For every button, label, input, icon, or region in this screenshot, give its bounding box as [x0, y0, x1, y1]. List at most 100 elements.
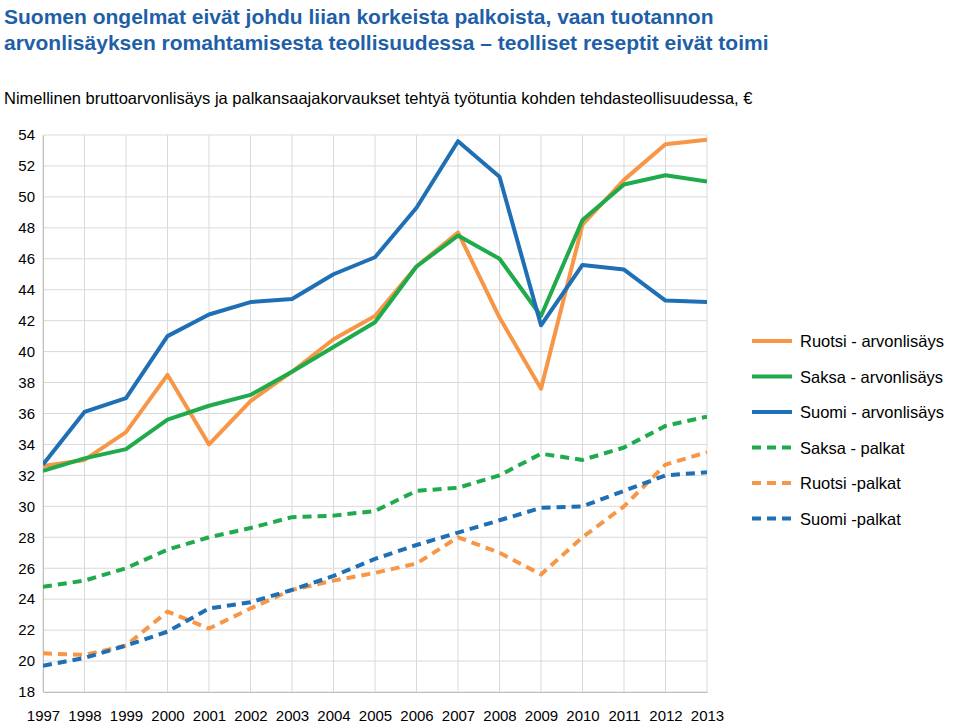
y-tick: 42 — [18, 312, 43, 329]
y-tick: 26 — [18, 560, 43, 577]
grid-line — [416, 135, 417, 692]
grid-line — [126, 135, 127, 692]
title-group: Suomen ongelmat eivät johdu liian korkei… — [4, 5, 768, 54]
y-axis-line — [43, 136, 44, 693]
x-tick-label: 2005 — [359, 707, 392, 724]
y-tick: 18 — [18, 683, 43, 700]
x-tick: 1997 — [27, 692, 60, 724]
x-tick: 2005 — [359, 692, 392, 724]
x-tick-label: 1998 — [68, 707, 101, 724]
x-tick-label: 2013 — [691, 707, 724, 724]
grid — [43, 135, 707, 692]
subtitle: Nimellinen bruttoarvonlisäys ja palkansa… — [4, 89, 752, 107]
y-tick: 22 — [18, 621, 43, 638]
grid-line — [665, 135, 666, 692]
legend-swatch — [752, 375, 792, 379]
x-tick-label: 2009 — [525, 707, 558, 724]
x-tick-label: 2011 — [608, 707, 640, 724]
y-tick-label: 30 — [18, 498, 35, 515]
y-tick: 48 — [18, 219, 43, 236]
grid-line — [292, 135, 293, 692]
legend-swatch — [752, 446, 792, 450]
y-tick-label: 20 — [18, 652, 35, 669]
grid-line — [624, 135, 625, 692]
x-tick-label: 2012 — [649, 707, 682, 724]
y-tick-label: 44 — [18, 281, 35, 298]
x-tick: 2001 — [193, 692, 226, 724]
x-axis: 1997199819992000200120022003200420052006… — [27, 692, 724, 724]
x-tick-label: 2006 — [400, 707, 433, 724]
x-tick: 2007 — [442, 692, 475, 724]
grid-line — [499, 135, 500, 692]
series-line — [43, 417, 707, 587]
x-tick-label: 2000 — [151, 707, 184, 724]
y-tick-label: 48 — [18, 219, 35, 236]
y-tick-label: 22 — [18, 621, 35, 638]
grid-line — [333, 135, 334, 692]
y-tick-label: 36 — [18, 405, 35, 422]
title: Suomen ongelmat eivät johdu liian korkei… — [4, 5, 713, 28]
x-tick: 2008 — [483, 692, 516, 724]
x-tick: 2006 — [400, 692, 433, 724]
title: arvonlisäyksen romahtamisesta teollisuud… — [4, 31, 768, 54]
y-tick: 52 — [18, 157, 43, 174]
y-tick-label: 26 — [18, 560, 35, 577]
y-tick: 32 — [18, 467, 43, 484]
y-tick: 24 — [18, 590, 43, 607]
y-tick-label: 40 — [18, 343, 35, 360]
lines — [43, 140, 707, 666]
y-tick-label: 28 — [18, 529, 35, 546]
series-line — [43, 175, 707, 471]
x-tick-label: 2010 — [566, 707, 599, 724]
x-tick: 1999 — [110, 692, 143, 724]
y-tick: 28 — [18, 529, 43, 546]
y-tick: 30 — [18, 498, 43, 515]
y-tick-label: 38 — [18, 374, 35, 391]
y-tick-label: 42 — [18, 312, 35, 329]
legend-swatch — [752, 517, 792, 521]
y-tick: 54 — [18, 126, 43, 143]
y-tick: 40 — [18, 343, 43, 360]
y-tick: 38 — [18, 374, 43, 391]
series-line — [43, 141, 707, 464]
legend-label: Saksa - palkat — [800, 439, 905, 457]
y-tick: 50 — [18, 188, 43, 205]
grid-line — [541, 135, 542, 692]
legend-swatch — [752, 410, 792, 414]
x-tick: 2004 — [317, 692, 350, 724]
legend-label: Ruotsi - arvonlisäys — [800, 332, 944, 350]
legend: Ruotsi - arvonlisäys Saksa - arvonlisäys S… — [752, 332, 944, 528]
x-tick: 2002 — [234, 692, 267, 724]
series-line — [43, 140, 707, 466]
y-tick-label: 46 — [18, 250, 35, 267]
series-line — [43, 452, 707, 655]
x-tick: 2011 — [608, 692, 640, 724]
series-line — [43, 472, 707, 665]
legend-swatch — [752, 339, 792, 343]
y-tick: 44 — [18, 281, 43, 298]
legend-label: Suomi -palkat — [800, 510, 901, 528]
y-tick: 36 — [18, 405, 43, 422]
x-tick: 2012 — [649, 692, 682, 724]
y-tick: 46 — [18, 250, 43, 267]
chart: Suomen ongelmat eivät johdu liian korkei… — [0, 0, 959, 726]
x-tick: 2010 — [566, 692, 599, 724]
x-tick-label: 1997 — [27, 707, 60, 724]
y-tick-label: 54 — [18, 126, 35, 143]
x-tick-label: 1999 — [110, 707, 143, 724]
x-axis-line — [44, 692, 708, 693]
legend-label: Ruotsi -palkat — [800, 474, 901, 492]
x-tick-label: 2002 — [234, 707, 267, 724]
x-tick-label: 2001 — [193, 707, 226, 724]
y-tick: 20 — [18, 652, 43, 669]
grid-line — [43, 135, 44, 692]
x-tick-label: 2008 — [483, 707, 516, 724]
grid-line — [375, 135, 376, 692]
y-tick-label: 18 — [18, 683, 35, 700]
y-tick-label: 24 — [18, 590, 35, 607]
legend-label: Saksa - arvonlisäys — [800, 368, 943, 386]
y-axis: 18 20 22 24 26 28 30 32 34 36 38 40 42 44 46 48 50 52 54 — [18, 126, 43, 700]
legend-label: Suomi - arvonlisäys — [800, 403, 944, 421]
x-tick: 2000 — [151, 692, 184, 724]
y-tick-label: 34 — [18, 436, 35, 453]
